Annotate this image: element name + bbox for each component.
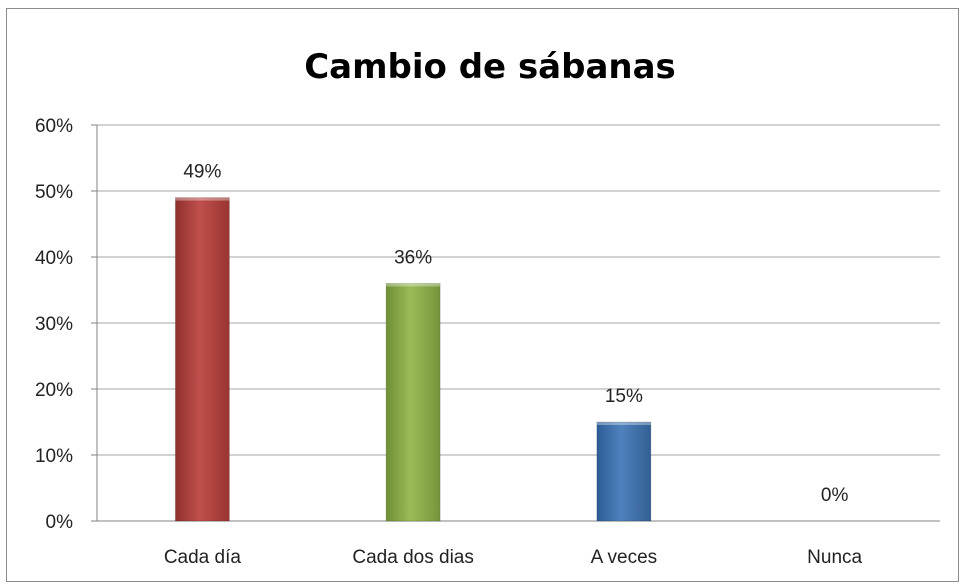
y-axis-ticks: 0% 10% 20% 30% 40% 50% 60% — [35, 116, 73, 533]
data-label: 0% — [821, 485, 849, 506]
y-tick-label: 60% — [35, 116, 73, 137]
chart-frame — [6, 8, 959, 582]
y-tick-label: 10% — [35, 446, 73, 467]
y-tick-label: 40% — [35, 248, 73, 269]
x-category-label: A veces — [591, 547, 658, 568]
data-labels: 49% 36% 15% 0% — [183, 162, 848, 506]
y-tick-label: 30% — [35, 314, 73, 335]
data-label: 36% — [394, 247, 432, 268]
data-label: 15% — [605, 386, 643, 407]
bar — [596, 421, 652, 522]
y-tick-label: 20% — [35, 380, 73, 401]
data-label: 49% — [183, 162, 221, 183]
bar — [174, 197, 230, 522]
chart-title: Cambio de sábanas — [304, 47, 676, 87]
bar-highlight — [175, 197, 230, 201]
y-tick-label: 0% — [46, 512, 74, 533]
x-axis-categories: Cada día Cada dos dias A veces Nunca — [164, 547, 863, 568]
bars — [174, 197, 652, 522]
y-tick-label: 50% — [35, 182, 73, 203]
x-category-label: Cada dos dias — [352, 547, 473, 568]
x-category-label: Cada día — [164, 547, 242, 568]
bar-highlight — [386, 283, 441, 287]
x-category-label: Nunca — [807, 547, 862, 568]
bar-highlight — [596, 422, 651, 425]
bar — [385, 282, 441, 522]
gridlines — [91, 124, 940, 522]
